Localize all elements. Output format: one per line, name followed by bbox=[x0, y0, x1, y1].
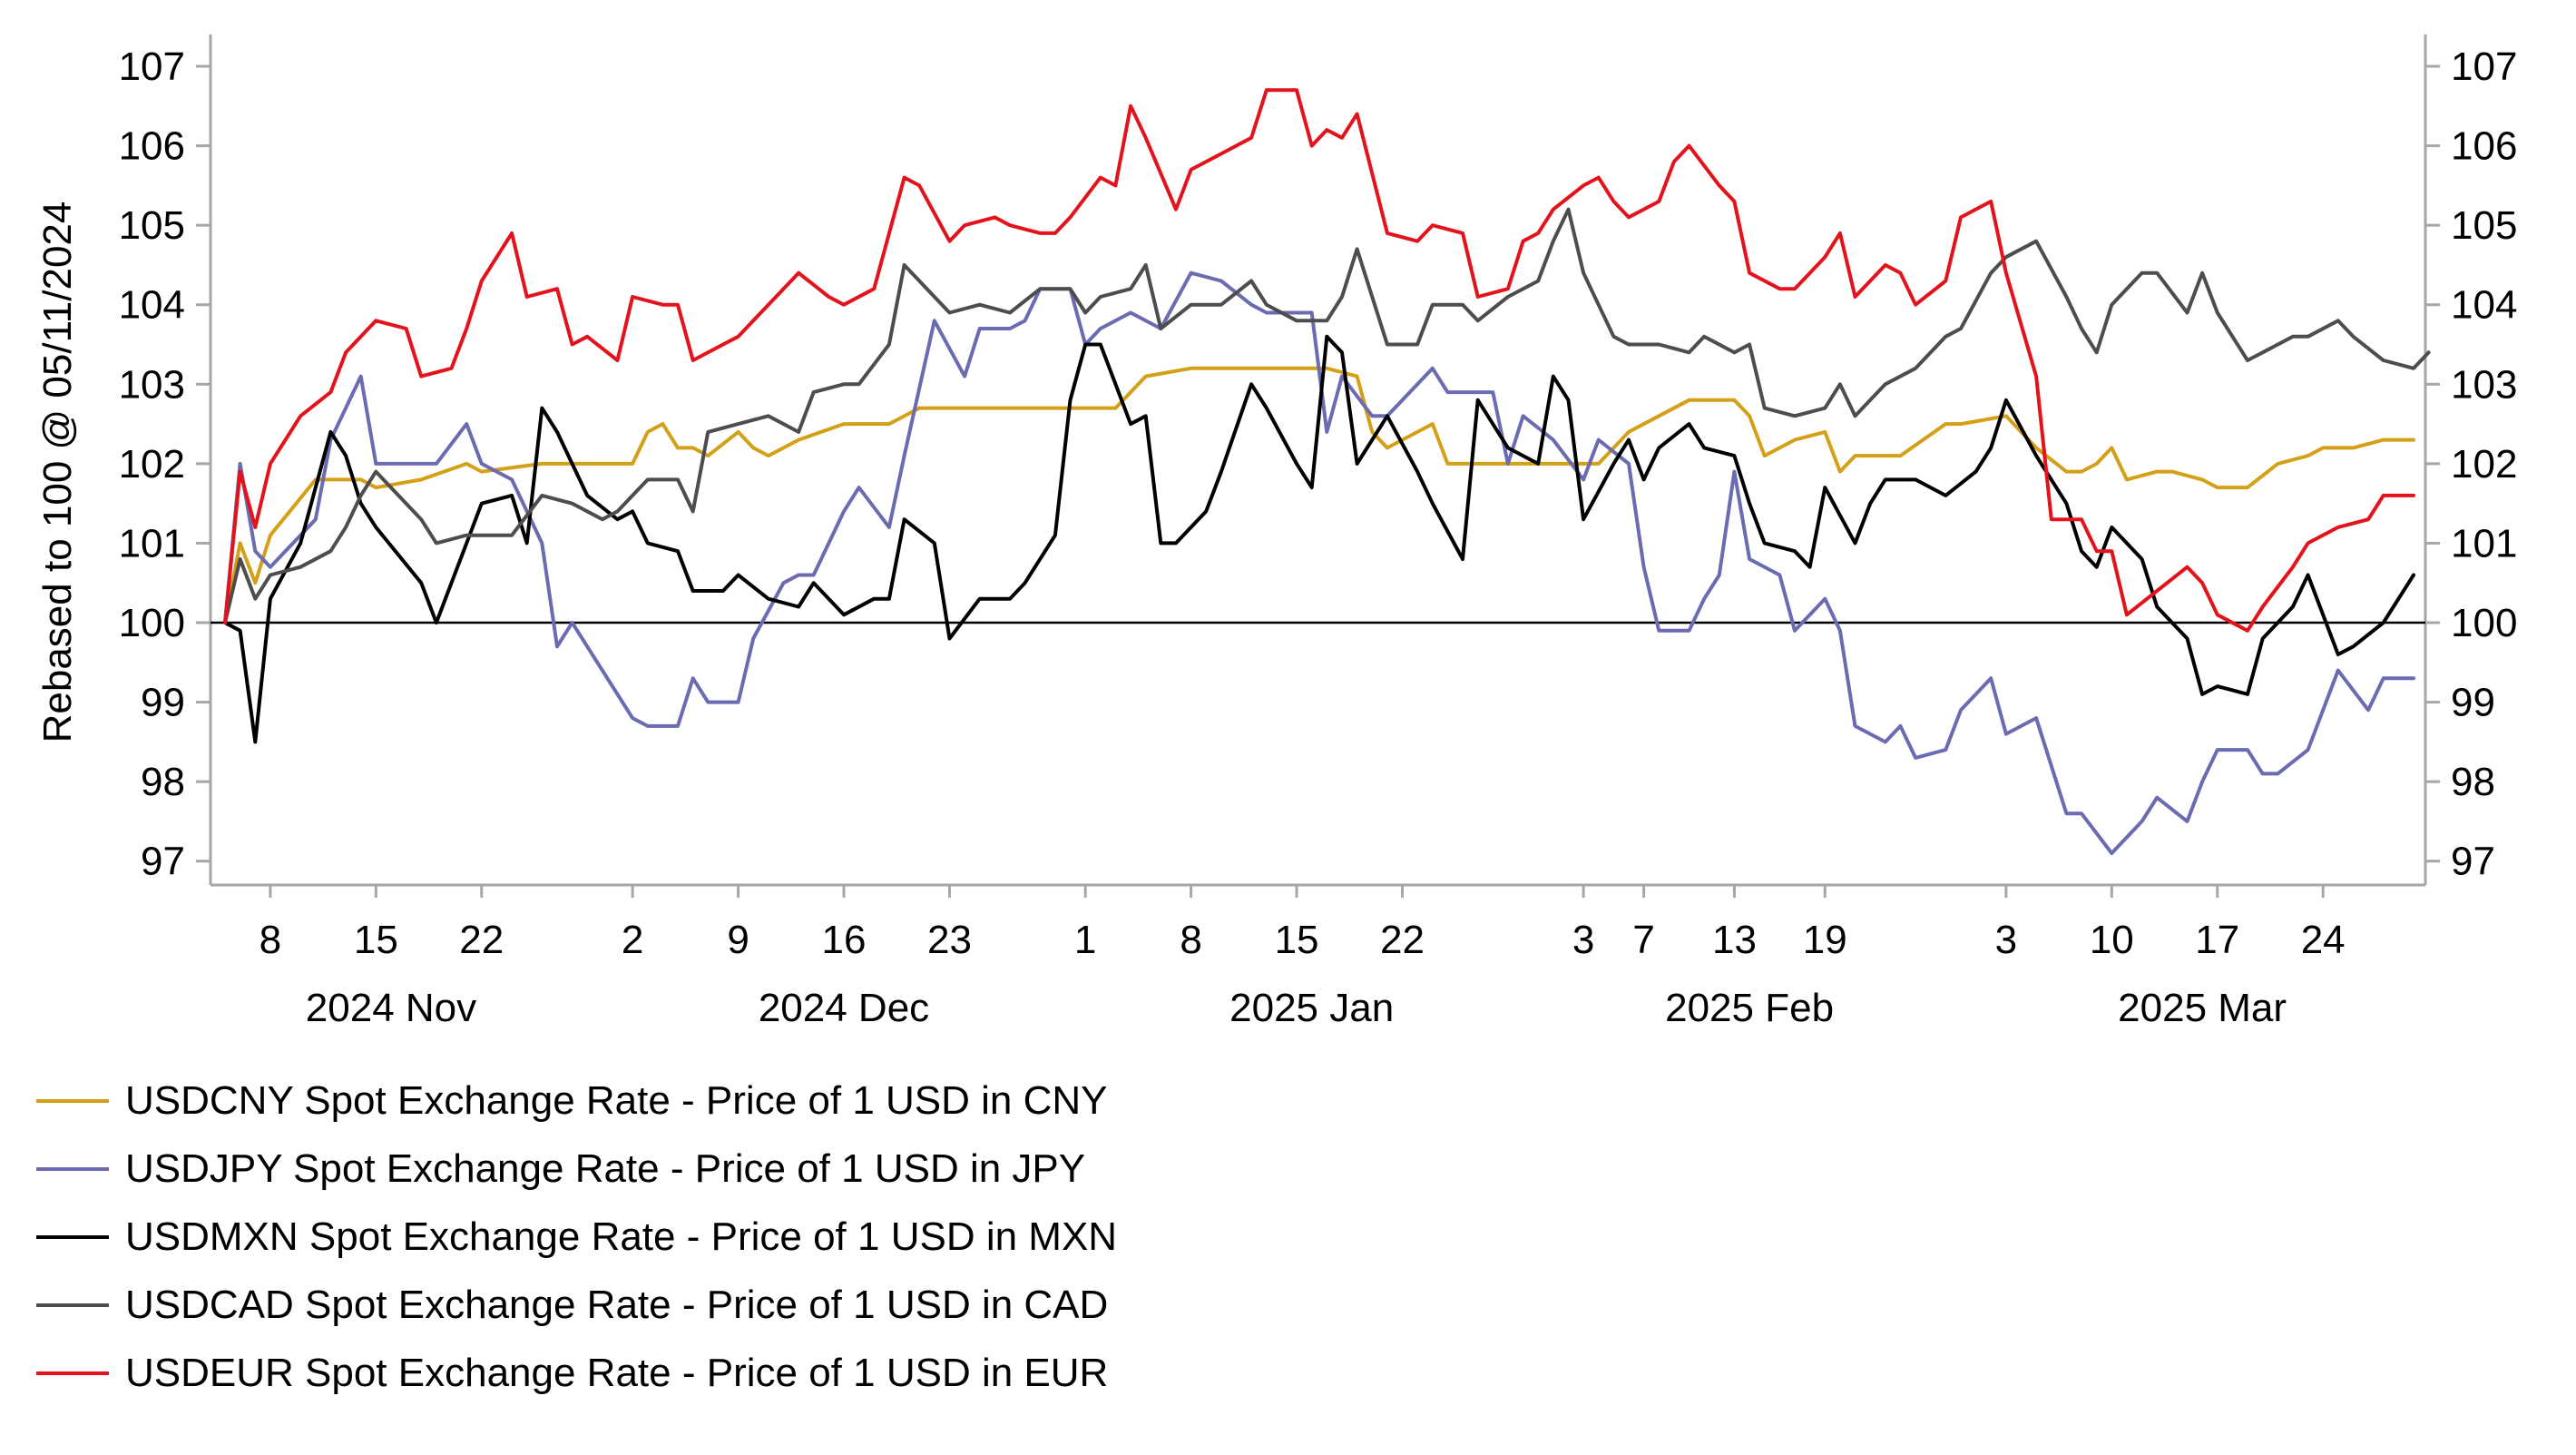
legend-swatch bbox=[36, 1234, 109, 1239]
x-tick-label: 2 bbox=[622, 918, 643, 962]
y-tick-label-left: 101 bbox=[119, 521, 185, 565]
y-tick-label-left: 105 bbox=[119, 203, 185, 248]
y-tick-label-left: 107 bbox=[119, 44, 185, 89]
y-tick-label-right: 97 bbox=[2451, 840, 2495, 884]
legend-entry: USDCNY Spot Exchange Rate - Price of 1 U… bbox=[36, 1067, 1117, 1135]
legend-entry: USDJPY Spot Exchange Rate - Price of 1 U… bbox=[36, 1135, 1117, 1203]
y-tick-label-right: 107 bbox=[2451, 44, 2517, 89]
y-tick-label-right: 103 bbox=[2451, 362, 2517, 407]
y-tick-label-right: 98 bbox=[2451, 760, 2495, 804]
y-tick-label-left: 103 bbox=[119, 362, 185, 407]
y-tick-label-left: 99 bbox=[141, 681, 185, 725]
y-tick-label-right: 104 bbox=[2451, 283, 2517, 328]
y-tick-label-left: 97 bbox=[141, 840, 185, 884]
series-line-2 bbox=[223, 334, 2415, 744]
legend-label: USDCNY Spot Exchange Rate - Price of 1 U… bbox=[125, 1077, 1108, 1123]
y-tick-label-left: 100 bbox=[119, 601, 185, 645]
series-line-1 bbox=[223, 270, 2415, 855]
x-month-label: 2025 Feb bbox=[1665, 986, 1834, 1030]
x-tick-label: 16 bbox=[822, 918, 867, 962]
legend-label: USDJPY Spot Exchange Rate - Price of 1 U… bbox=[125, 1145, 1086, 1191]
y-tick-label-right: 101 bbox=[2451, 521, 2517, 565]
x-tick-label: 22 bbox=[1380, 918, 1425, 962]
y-tick-label-right: 100 bbox=[2451, 601, 2517, 645]
legend-label: USDMXN Spot Exchange Rate - Price of 1 U… bbox=[125, 1214, 1118, 1259]
legend-swatch bbox=[36, 1098, 109, 1103]
y-tick-label-left: 102 bbox=[119, 442, 185, 487]
y-tick-label-right: 106 bbox=[2451, 124, 2517, 169]
legend-entry: USDEUR Spot Exchange Rate - Price of 1 U… bbox=[36, 1339, 1117, 1407]
x-tick-label: 7 bbox=[1632, 918, 1654, 962]
x-tick-label: 8 bbox=[1180, 918, 1201, 962]
x-tick-label: 9 bbox=[727, 918, 749, 962]
y-tick-label-left: 106 bbox=[119, 124, 185, 169]
y-tick-label-left: 104 bbox=[119, 283, 185, 328]
x-tick-label: 13 bbox=[1712, 918, 1757, 962]
x-tick-label: 22 bbox=[459, 918, 504, 962]
legend-swatch bbox=[36, 1166, 109, 1171]
x-tick-label: 19 bbox=[1803, 918, 1847, 962]
x-tick-label: 15 bbox=[1275, 918, 1319, 962]
legend-label: USDCAD Spot Exchange Rate - Price of 1 U… bbox=[125, 1282, 1109, 1327]
x-month-label: 2025 Jan bbox=[1229, 986, 1394, 1030]
legend: USDCNY Spot Exchange Rate - Price of 1 U… bbox=[36, 1067, 1117, 1407]
legend-entry: USDCAD Spot Exchange Rate - Price of 1 U… bbox=[36, 1271, 1117, 1339]
series-layer bbox=[223, 88, 2431, 855]
series-line-3 bbox=[223, 207, 2431, 624]
x-tick-label: 3 bbox=[1995, 918, 2017, 962]
y-tick-label-right: 99 bbox=[2451, 681, 2495, 725]
x-month-label: 2024 Nov bbox=[306, 986, 476, 1030]
x-tick-label: 24 bbox=[2301, 918, 2346, 962]
x-tick-label: 23 bbox=[927, 918, 972, 962]
y-axis-title: Rebased to 100 @ 05/11/2024 bbox=[35, 202, 80, 743]
x-tick-label: 15 bbox=[354, 918, 398, 962]
x-month-label: 2025 Mar bbox=[2118, 986, 2287, 1030]
series-line-0 bbox=[223, 366, 2415, 624]
x-tick-label: 1 bbox=[1074, 918, 1096, 962]
series-line-4 bbox=[223, 88, 2415, 633]
legend-swatch bbox=[36, 1371, 109, 1375]
y-tick-label-right: 105 bbox=[2451, 203, 2517, 248]
x-month-label: 2024 Dec bbox=[759, 986, 929, 1030]
y-tick-label-right: 102 bbox=[2451, 442, 2517, 487]
legend-label: USDEUR Spot Exchange Rate - Price of 1 U… bbox=[125, 1350, 1109, 1395]
legend-swatch bbox=[36, 1303, 109, 1307]
x-tick-label: 3 bbox=[1572, 918, 1594, 962]
x-tick-label: 8 bbox=[260, 918, 281, 962]
x-tick-label: 17 bbox=[2195, 918, 2239, 962]
chart-axes bbox=[196, 34, 2440, 898]
legend-entry: USDMXN Spot Exchange Rate - Price of 1 U… bbox=[36, 1203, 1117, 1271]
y-tick-label-left: 98 bbox=[141, 760, 185, 804]
x-tick-label: 10 bbox=[2090, 918, 2134, 962]
